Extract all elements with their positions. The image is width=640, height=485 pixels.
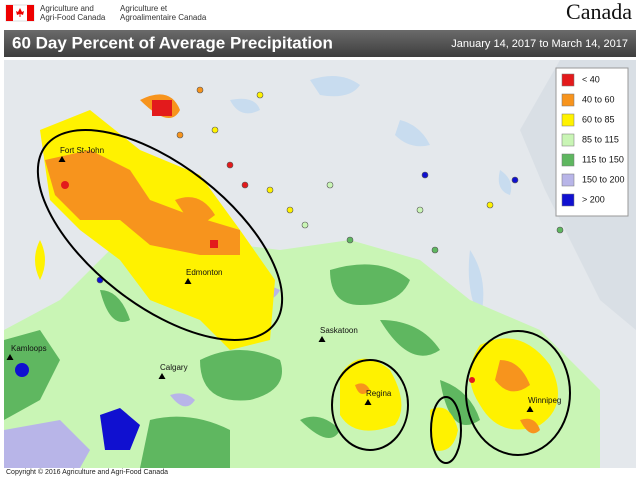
city-marker xyxy=(526,406,534,412)
legend: < 40 40 to 60 60 to 85 85 to 115 115 to 150 1… xyxy=(561,73,625,207)
legend-swatch xyxy=(561,73,575,87)
city-label: Kamloops xyxy=(11,344,47,353)
city-label: Fort St-John xyxy=(60,146,104,155)
city-layer: Fort St-John Edmonton Saskatoon Kamloops Cal… xyxy=(6,146,561,412)
city-marker xyxy=(58,156,66,162)
date-range: January 14, 2017 to March 14, 2017 xyxy=(451,38,628,50)
city-label: Regina xyxy=(366,389,392,398)
dept-fr-2: Agroalimentaire Canada xyxy=(120,13,207,22)
dept-en-1: Agriculture and xyxy=(40,4,94,13)
dept-fr-1: Agriculture et xyxy=(120,4,168,13)
map-area: Fort St-John Edmonton Saskatoon Kamloops Cal… xyxy=(4,60,636,468)
city-label: Edmonton xyxy=(186,268,222,277)
legend-swatch xyxy=(561,133,575,147)
city-marker xyxy=(158,373,166,379)
legend-swatch xyxy=(561,93,575,107)
flag xyxy=(5,4,35,22)
title-bar xyxy=(4,30,636,57)
legend-label: 40 to 60 xyxy=(582,94,615,104)
legend-label: 60 to 85 xyxy=(582,114,615,124)
city-marker xyxy=(318,336,326,342)
city-label: Winnipeg xyxy=(528,396,561,405)
city-marker xyxy=(6,354,14,360)
legend-label: < 40 xyxy=(582,74,600,84)
city-label: Calgary xyxy=(160,363,188,372)
legend-swatch xyxy=(561,173,575,187)
map-title: 60 Day Percent of Average Precipitation xyxy=(12,33,333,52)
legend-swatch xyxy=(561,113,575,127)
wordmark: Canada xyxy=(566,0,632,24)
dept-en-2: Agri-Food Canada xyxy=(40,13,106,22)
legend-swatch xyxy=(561,153,575,167)
legend-label: 115 to 150 xyxy=(582,154,624,164)
legend-swatch xyxy=(561,193,575,207)
copyright: Copyright © 2016 Agriculture and Agri-Fo… xyxy=(6,468,168,476)
legend-label: > 200 xyxy=(582,194,605,204)
city-label: Saskatoon xyxy=(320,326,358,335)
legend-label: 85 to 115 xyxy=(582,134,619,144)
city-marker xyxy=(184,278,192,284)
legend-label: 150 to 200 xyxy=(582,174,625,184)
city-marker xyxy=(364,399,372,405)
